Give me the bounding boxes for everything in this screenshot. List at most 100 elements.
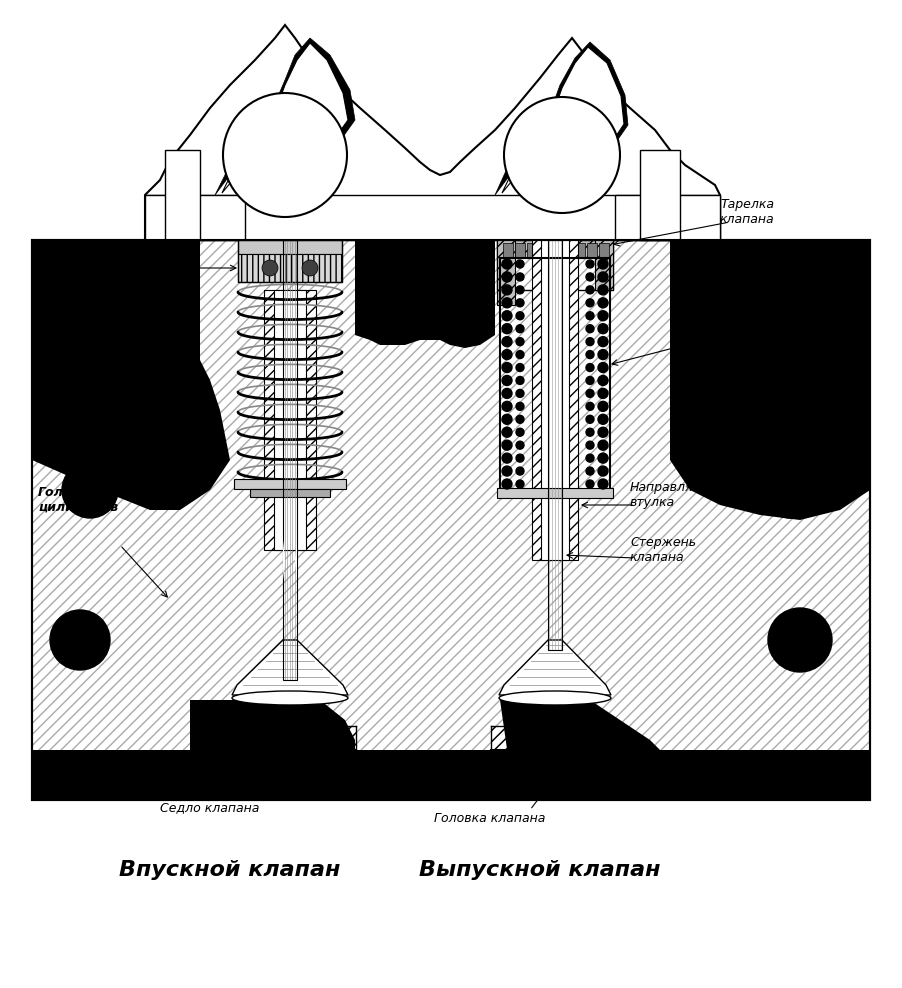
Circle shape (515, 467, 523, 475)
Circle shape (585, 351, 594, 359)
Polygon shape (499, 640, 611, 695)
Circle shape (502, 297, 511, 308)
Polygon shape (500, 700, 669, 800)
Circle shape (597, 388, 607, 398)
Bar (640, 150, 679, 240)
Circle shape (585, 467, 594, 475)
Bar (32, 240, 869, 800)
Circle shape (585, 389, 594, 397)
Bar (238, 240, 342, 282)
Circle shape (585, 260, 594, 268)
Bar (238, 240, 342, 254)
Circle shape (597, 311, 607, 321)
Bar (282, 240, 297, 680)
Circle shape (502, 441, 511, 451)
Bar (594, 240, 612, 290)
Circle shape (767, 608, 831, 672)
Bar (32, 750, 869, 800)
Circle shape (515, 376, 523, 384)
Polygon shape (669, 340, 869, 520)
Circle shape (597, 479, 607, 489)
Circle shape (597, 324, 607, 334)
Circle shape (502, 350, 511, 360)
Circle shape (515, 402, 523, 410)
Bar (550, 243, 560, 257)
Polygon shape (222, 43, 347, 193)
Circle shape (50, 610, 110, 670)
Circle shape (585, 428, 594, 437)
Bar (263, 290, 316, 550)
Circle shape (301, 260, 318, 276)
Circle shape (515, 442, 523, 450)
Circle shape (515, 286, 523, 293)
Circle shape (597, 466, 607, 476)
Bar (32, 240, 869, 800)
Bar (531, 240, 577, 560)
Circle shape (502, 363, 511, 372)
Polygon shape (295, 540, 297, 580)
Circle shape (515, 298, 523, 307)
Bar (540, 240, 568, 560)
Circle shape (597, 401, 607, 411)
Circle shape (503, 97, 620, 213)
Circle shape (515, 480, 523, 488)
Circle shape (502, 466, 511, 476)
Circle shape (502, 324, 511, 334)
Circle shape (597, 414, 607, 424)
Circle shape (585, 338, 594, 346)
Circle shape (597, 441, 607, 451)
Circle shape (62, 462, 118, 518)
Polygon shape (232, 640, 347, 695)
Circle shape (502, 479, 511, 489)
Polygon shape (282, 540, 285, 580)
Circle shape (585, 442, 594, 450)
Polygon shape (494, 42, 627, 195)
Circle shape (515, 351, 523, 359)
Bar (614, 195, 719, 240)
Bar (598, 243, 608, 257)
Circle shape (515, 338, 523, 346)
Bar (562, 243, 573, 257)
Bar (250, 489, 329, 497)
Text: Тарелка
клапана: Тарелка клапана (719, 198, 774, 226)
Circle shape (597, 427, 607, 438)
Circle shape (585, 402, 594, 410)
Bar (145, 195, 244, 240)
Circle shape (502, 311, 511, 321)
Bar (491, 726, 618, 750)
Text: Головка клапана: Головка клапана (434, 811, 545, 825)
Bar (224, 726, 355, 750)
Circle shape (502, 259, 511, 269)
Circle shape (515, 273, 523, 281)
Bar (502, 243, 512, 257)
Circle shape (585, 312, 594, 320)
Bar (500, 258, 610, 490)
Text: Стержень
клапана: Стержень клапана (630, 536, 695, 564)
Circle shape (597, 350, 607, 360)
Polygon shape (502, 47, 623, 193)
Circle shape (585, 376, 594, 384)
Circle shape (502, 388, 511, 398)
Text: Пружина
клапана: Пружина клапана (679, 316, 739, 344)
Circle shape (597, 297, 607, 308)
Polygon shape (189, 700, 354, 800)
Bar (234, 479, 345, 489)
Circle shape (585, 480, 594, 488)
Circle shape (502, 401, 511, 411)
Bar (575, 243, 584, 257)
Circle shape (502, 285, 511, 294)
Ellipse shape (232, 691, 347, 705)
Circle shape (515, 415, 523, 423)
Text: Направляющая
втулка: Направляющая втулка (630, 481, 730, 509)
Text: Выпускной клапан: Выпускной клапан (419, 860, 660, 880)
Bar (273, 290, 306, 550)
Circle shape (597, 285, 607, 294)
Circle shape (597, 272, 607, 282)
Bar (238, 254, 342, 282)
Circle shape (502, 375, 511, 385)
Bar (538, 243, 548, 257)
Polygon shape (32, 240, 199, 388)
Polygon shape (669, 240, 869, 380)
Circle shape (502, 272, 511, 282)
Polygon shape (145, 25, 719, 240)
